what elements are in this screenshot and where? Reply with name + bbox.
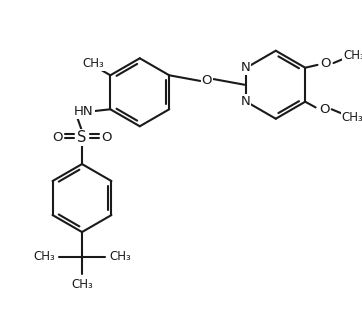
Text: O: O — [319, 103, 329, 116]
Text: O: O — [321, 56, 331, 70]
Text: N: N — [240, 95, 250, 108]
Text: O: O — [52, 131, 63, 144]
Text: CH₃: CH₃ — [342, 111, 362, 124]
Text: CH₃: CH₃ — [344, 49, 362, 62]
Text: CH₃: CH₃ — [83, 57, 104, 70]
Text: O: O — [202, 74, 212, 86]
Text: CH₃: CH₃ — [109, 250, 131, 263]
Text: CH₃: CH₃ — [33, 250, 55, 263]
Text: S: S — [77, 130, 87, 145]
Text: CH₃: CH₃ — [71, 279, 93, 291]
Text: O: O — [101, 131, 112, 144]
Text: N: N — [240, 61, 250, 74]
Text: HN: HN — [74, 105, 94, 118]
